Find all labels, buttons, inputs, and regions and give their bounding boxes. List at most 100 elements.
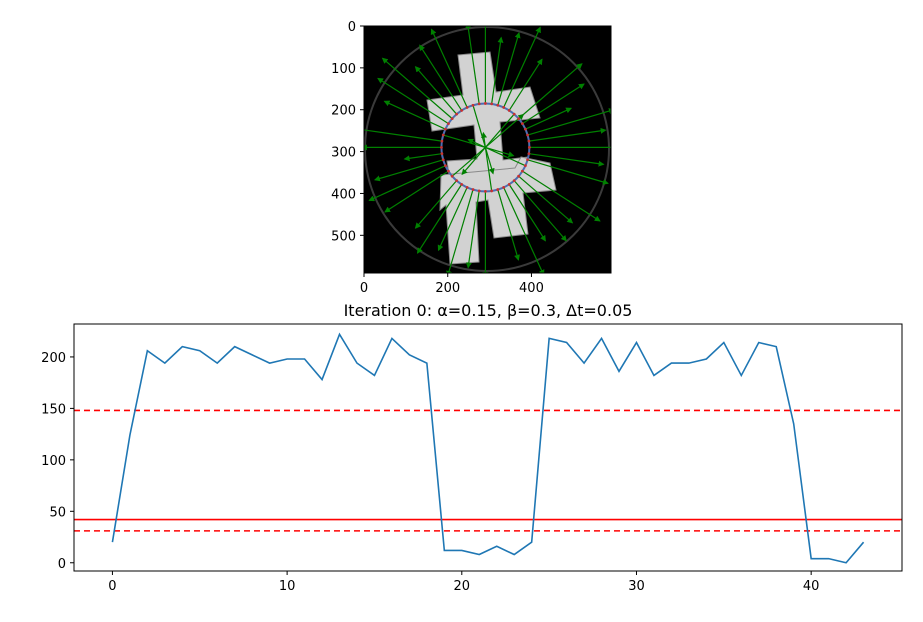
contour-point bbox=[465, 106, 469, 109]
image-y-tick-label: 200 bbox=[331, 104, 356, 119]
contour-point bbox=[527, 146, 531, 149]
contour-point bbox=[440, 139, 444, 143]
force-arrow bbox=[518, 175, 574, 224]
image-panel: 0 200 400 0 100 200 300 400 500 bbox=[331, 20, 612, 296]
contour-point bbox=[455, 112, 459, 116]
contour-point bbox=[496, 188, 500, 191]
image-frame bbox=[363, 25, 612, 274]
contour-point bbox=[450, 117, 454, 121]
image-x-tick-label: 200 bbox=[435, 281, 460, 296]
image-x-tick-label: 0 bbox=[360, 281, 368, 296]
contour-point bbox=[512, 179, 516, 183]
force-arrow bbox=[472, 105, 495, 175]
x-tick-label: 10 bbox=[279, 579, 296, 594]
contour-point bbox=[471, 188, 475, 191]
force-arrow bbox=[414, 65, 458, 115]
y-tick-label: 200 bbox=[41, 351, 66, 366]
force-arrow bbox=[518, 63, 583, 120]
contour-point bbox=[526, 133, 529, 137]
x-axis: 0 10 20 30 40 bbox=[108, 571, 819, 594]
force-arrow bbox=[481, 131, 493, 192]
contour-point bbox=[502, 185, 506, 189]
contour-point bbox=[484, 102, 487, 105]
contour-point bbox=[490, 102, 494, 106]
contour-point bbox=[523, 127, 527, 131]
contour-point bbox=[520, 122, 524, 126]
force-arrow bbox=[446, 189, 474, 273]
snake-contour bbox=[440, 102, 531, 193]
force-arrow bbox=[503, 187, 545, 273]
force-arrow bbox=[437, 187, 468, 252]
force-arrow bbox=[513, 180, 567, 242]
y-axis: 0 50 100 150 200 bbox=[41, 351, 74, 572]
contour-point bbox=[496, 103, 500, 107]
contour-point bbox=[447, 122, 450, 126]
force-arrow bbox=[364, 129, 442, 142]
threshold-lines bbox=[74, 409, 902, 532]
contour-point bbox=[490, 189, 494, 193]
force-arrow bbox=[467, 138, 526, 167]
force-arrow bbox=[373, 159, 444, 182]
contour-point bbox=[477, 189, 481, 193]
force-arrow bbox=[527, 159, 609, 185]
contour-point bbox=[460, 182, 464, 186]
force-arrow bbox=[443, 134, 515, 158]
radial-arrows bbox=[364, 26, 611, 273]
force-arrow bbox=[527, 108, 611, 136]
image-x-axis: 0 200 400 bbox=[360, 273, 544, 296]
force-arrow bbox=[528, 153, 605, 167]
contour-point bbox=[455, 179, 459, 183]
contour-point bbox=[444, 164, 447, 168]
contour-point bbox=[450, 174, 454, 178]
force-arrow bbox=[430, 28, 468, 108]
contour-point bbox=[507, 109, 511, 112]
contour-point bbox=[444, 127, 447, 131]
image-y-tick-label: 300 bbox=[331, 146, 356, 161]
force-arrow bbox=[522, 83, 585, 125]
force-arrow bbox=[384, 170, 449, 213]
contour-point bbox=[477, 102, 481, 106]
contour-point bbox=[460, 109, 464, 112]
x-tick-label: 20 bbox=[454, 579, 471, 594]
contour-point bbox=[441, 158, 445, 162]
contour-point bbox=[527, 152, 531, 156]
y-tick-label: 150 bbox=[41, 402, 66, 417]
force-arrow bbox=[522, 170, 601, 222]
force-arrow bbox=[403, 153, 442, 162]
force-arrow bbox=[491, 36, 504, 104]
contour-point bbox=[471, 103, 475, 107]
contour-point bbox=[512, 112, 516, 116]
image-y-tick-label: 100 bbox=[331, 62, 356, 77]
plot-frame bbox=[73, 323, 903, 572]
contour-point bbox=[440, 146, 443, 149]
contour-point bbox=[527, 139, 531, 143]
image-y-tick-label: 0 bbox=[348, 20, 356, 35]
force-arrow bbox=[368, 165, 446, 202]
contour-point bbox=[484, 189, 487, 193]
contour-point bbox=[507, 182, 511, 186]
image-x-tick-label: 400 bbox=[519, 281, 544, 296]
force-arrow bbox=[461, 113, 515, 176]
contour-point bbox=[520, 169, 524, 173]
force-arrow bbox=[383, 100, 446, 130]
contour-point bbox=[526, 158, 529, 162]
y-tick-label: 0 bbox=[58, 557, 66, 572]
force-arrow bbox=[414, 180, 458, 229]
plot-area bbox=[74, 324, 902, 571]
force-arrow bbox=[497, 31, 521, 106]
x-tick-label: 0 bbox=[108, 579, 116, 594]
contour-point bbox=[441, 133, 445, 137]
y-tick-label: 50 bbox=[49, 505, 66, 520]
force-arrow bbox=[416, 184, 463, 254]
force-arrow bbox=[508, 58, 543, 111]
contour-point bbox=[517, 117, 521, 121]
chart-title: Iteration 0: α=0.15, β=0.3, Δt=0.05 bbox=[344, 301, 633, 320]
force-arrow bbox=[508, 184, 546, 242]
contour-point bbox=[502, 106, 506, 109]
contour-point bbox=[523, 164, 527, 168]
contour-point bbox=[440, 152, 444, 156]
series-line bbox=[111, 332, 865, 564]
force-arrow bbox=[377, 77, 449, 125]
force-arrow bbox=[503, 26, 541, 108]
image-y-tick-label: 500 bbox=[331, 229, 356, 244]
